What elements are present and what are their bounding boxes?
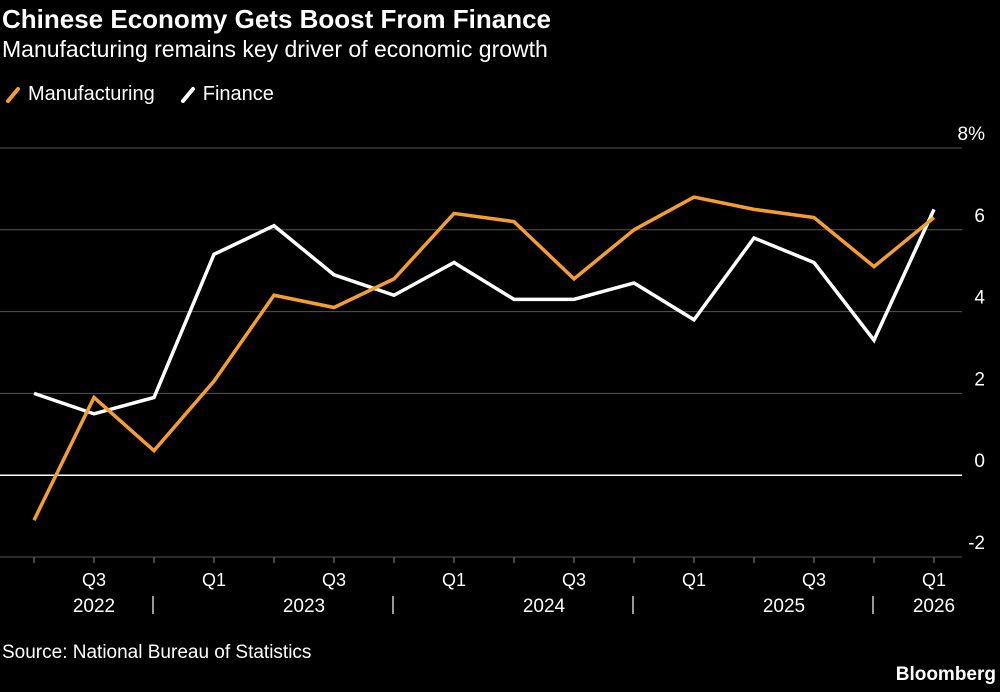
y-tick-label: 2	[974, 369, 985, 390]
series-line-finance	[33, 208, 936, 416]
legend-label-finance: Finance	[202, 83, 274, 105]
source-note: Source: National Bureau of Statistics	[2, 642, 312, 663]
y-tick-label: 0	[974, 451, 985, 472]
series-line-manufacturing	[32, 195, 936, 521]
x-year-label: 2022	[73, 596, 115, 617]
y-tick-label: 4	[974, 288, 985, 309]
legend-swatch-finance	[180, 86, 195, 103]
x-year-label: 2023	[283, 596, 325, 617]
x-year-label: 2026	[913, 596, 955, 617]
x-year-label: 2024	[523, 596, 566, 617]
chart-legend: Manufacturing Finance	[6, 83, 300, 106]
legend-item-finance: Finance	[180, 83, 274, 106]
x-quarter-label: Q3	[322, 570, 346, 590]
legend-item-manufacturing: Manufacturing	[6, 83, 155, 106]
bloomberg-logo: Bloomberg	[895, 664, 996, 685]
chart-subtitle: Manufacturing remains key driver of econ…	[2, 36, 548, 62]
chart-title: Chinese Economy Gets Boost From Finance	[2, 4, 551, 34]
y-tick-label: 8%	[958, 124, 986, 145]
x-year-label: 2025	[763, 596, 805, 617]
x-quarter-label: Q1	[442, 570, 466, 590]
legend-label-manufacturing: Manufacturing	[28, 83, 155, 105]
legend-swatch-manufacturing	[6, 86, 20, 103]
x-quarter-label: Q1	[202, 570, 226, 590]
x-quarter-label: Q3	[82, 570, 106, 590]
x-quarter-label: Q3	[562, 570, 586, 590]
y-tick-label: -2	[968, 533, 985, 554]
x-quarter-label: Q1	[682, 570, 706, 590]
x-quarter-label: Q1	[922, 570, 946, 590]
x-quarter-label: Q3	[802, 570, 826, 590]
y-tick-label: 6	[974, 206, 985, 227]
